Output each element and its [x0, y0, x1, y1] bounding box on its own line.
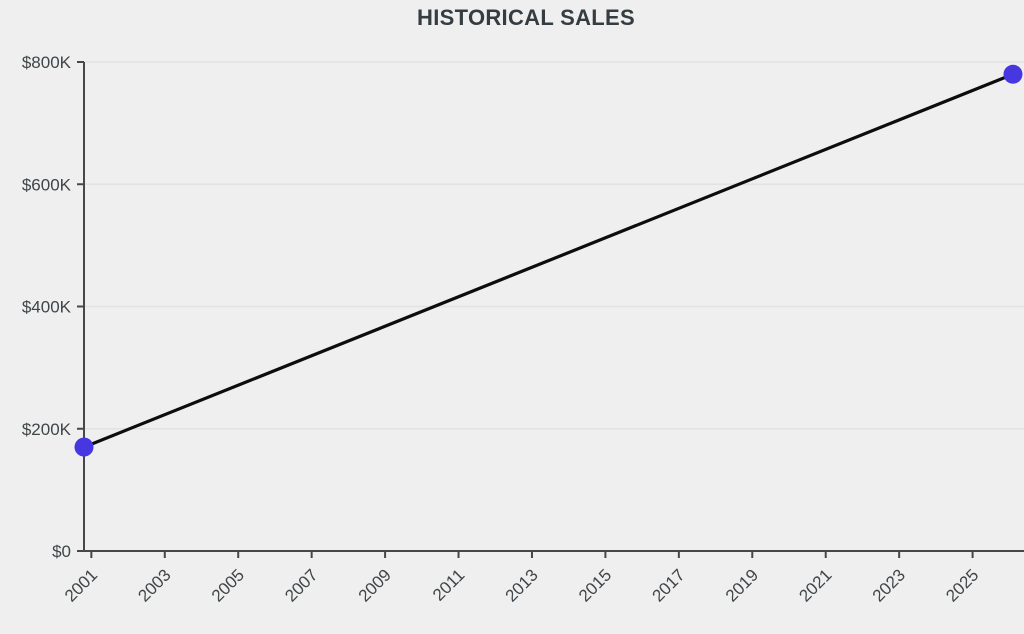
x-axis-tick-label: 2015 — [575, 565, 615, 605]
x-axis-tick-label: 2025 — [942, 565, 982, 605]
x-axis-tick-label: 2009 — [355, 565, 395, 605]
x-axis-tick-label: 2005 — [208, 565, 248, 605]
x-axis-tick-label: 2013 — [502, 565, 542, 605]
chart-title: HISTORICAL SALES — [417, 5, 635, 30]
y-axis-tick-label: $400K — [22, 298, 72, 317]
x-axis-tick-label: 2001 — [61, 565, 101, 605]
y-axis-tick-label: $0 — [52, 542, 71, 561]
sale-data-point[interactable] — [1003, 64, 1023, 84]
x-axis-tick-label: 2021 — [795, 565, 835, 605]
x-axis-tick-label: 2007 — [281, 565, 321, 605]
sale-data-point[interactable] — [74, 437, 94, 457]
y-axis-tick-label: $200K — [22, 420, 72, 439]
y-axis-tick-label: $800K — [22, 53, 72, 72]
x-axis-tick-label: 2003 — [134, 565, 174, 605]
sales-trend-line — [82, 72, 1015, 449]
x-axis-tick-label: 2017 — [648, 565, 688, 605]
x-axis-tick-label: 2011 — [429, 565, 468, 604]
x-axis-tick-label: 2023 — [869, 565, 909, 605]
x-axis-tick-label: 2019 — [722, 565, 762, 605]
y-axis-tick-label: $600K — [22, 175, 72, 194]
